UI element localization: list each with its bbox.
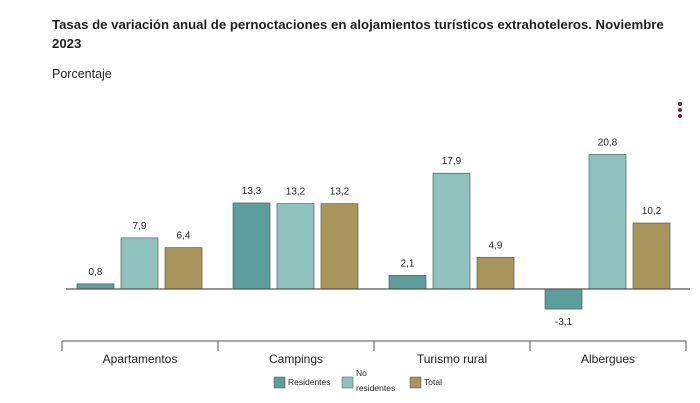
category-label-1: Apartamentos xyxy=(103,352,178,366)
value-label-1-1: 0,8 xyxy=(89,267,103,278)
bar-3-4[interactable] xyxy=(632,222,671,290)
chart-title: Tasas de variación anual de pernoctacion… xyxy=(52,17,664,51)
value-label-3-4: 10,2 xyxy=(642,206,662,217)
bar-1-3[interactable] xyxy=(388,275,427,290)
bar-2-2[interactable] xyxy=(276,203,315,290)
value-label-2-1: 7,9 xyxy=(133,221,147,232)
value-label-1-2: 13,3 xyxy=(242,186,262,197)
value-label-3-2: 13,2 xyxy=(330,187,350,198)
bar-2-1[interactable] xyxy=(120,237,159,290)
bar-2-4[interactable] xyxy=(588,154,627,290)
value-label-1-4: -3,1 xyxy=(555,317,573,328)
more-vertical-icon[interactable] xyxy=(674,101,686,123)
value-label-2-3: 17,9 xyxy=(442,156,462,167)
value-label-1-3: 2,1 xyxy=(401,258,415,269)
legend-swatch-1[interactable] xyxy=(273,376,286,389)
bar-1-1[interactable] xyxy=(76,283,115,290)
bar-3-3[interactable] xyxy=(476,256,515,290)
legend-label-3[interactable]: Total xyxy=(424,377,442,387)
bar-3-1[interactable] xyxy=(164,247,203,290)
legend-label-2[interactable]: No residentes xyxy=(356,368,395,393)
value-label-2-4: 20,8 xyxy=(598,137,618,148)
category-label-4: Albergues xyxy=(581,352,635,366)
value-label-3-3: 4,9 xyxy=(489,240,503,251)
bar-2-3[interactable] xyxy=(432,172,471,290)
category-label-3: Turismo rural xyxy=(417,352,487,366)
bar-1-2[interactable] xyxy=(232,202,271,290)
chart-subtitle: Porcentaje xyxy=(52,67,112,81)
value-label-3-1: 6,4 xyxy=(177,231,191,242)
legend-swatch-2[interactable] xyxy=(341,376,354,389)
bar-1-4[interactable] xyxy=(544,288,583,310)
category-label-2: Campings xyxy=(269,352,323,366)
bar-3-2[interactable] xyxy=(320,203,359,290)
legend-label-1[interactable]: Residentes xyxy=(288,377,331,387)
legend-swatch-3[interactable] xyxy=(409,376,422,389)
value-label-2-2: 13,2 xyxy=(286,187,306,198)
